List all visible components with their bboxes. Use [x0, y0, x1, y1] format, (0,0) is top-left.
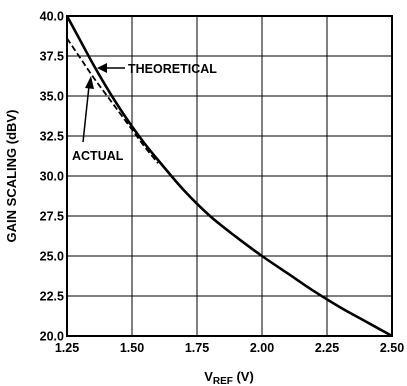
x-tick-label-4: 2.25 [315, 341, 339, 355]
x-axis-title-unit: (V) [233, 369, 254, 384]
y-tick-label-7: 37.5 [40, 50, 64, 64]
y-tick-labels: 20.0 22.5 25.0 27.5 30.0 32.5 35.0 37.5 40.0 [40, 10, 64, 344]
actual-arrow-line [82, 85, 90, 143]
theoretical-label: THEORETICAL [128, 62, 217, 76]
annotation-theoretical: THEORETICAL [97, 62, 217, 76]
y-tick-label-1: 22.5 [40, 290, 64, 304]
x-tick-label-1: 1.50 [120, 341, 144, 355]
x-axis-title-subscript: REF [213, 376, 233, 386]
x-tick-label-2: 1.75 [185, 341, 209, 355]
x-axis-title-main: V [204, 369, 213, 384]
y-tick-label-0: 20.0 [40, 330, 64, 344]
grid [66, 15, 393, 337]
x-tick-label-5: 2.50 [380, 341, 404, 355]
y-tick-label-3: 27.5 [40, 210, 64, 224]
series-line-actual [65, 15, 393, 338]
x-tick-label-3: 2.00 [250, 341, 274, 355]
x-axis-title: VREF (V) [204, 369, 254, 386]
y-tick-label-2: 25.0 [40, 250, 64, 264]
y-tick-label-8: 40.0 [40, 10, 64, 24]
y-axis-title: GAIN SCALING (dBV) [4, 110, 19, 243]
series-layer [65, 15, 393, 338]
theoretical-arrow-head [97, 63, 107, 73]
y-tick-label-5: 32.5 [40, 130, 64, 144]
actual-arrow-head [85, 76, 94, 89]
annotation-actual: ACTUAL [72, 76, 124, 163]
x-tick-labels: 1.25 1.50 1.75 2.00 2.25 2.50 [55, 341, 404, 355]
plot-frame [66, 15, 393, 337]
y-tick-label-4: 30.0 [40, 170, 64, 184]
actual-label: ACTUAL [72, 149, 124, 163]
x-tick-label-0: 1.25 [55, 341, 79, 355]
y-tick-label-6: 35.0 [40, 90, 64, 104]
